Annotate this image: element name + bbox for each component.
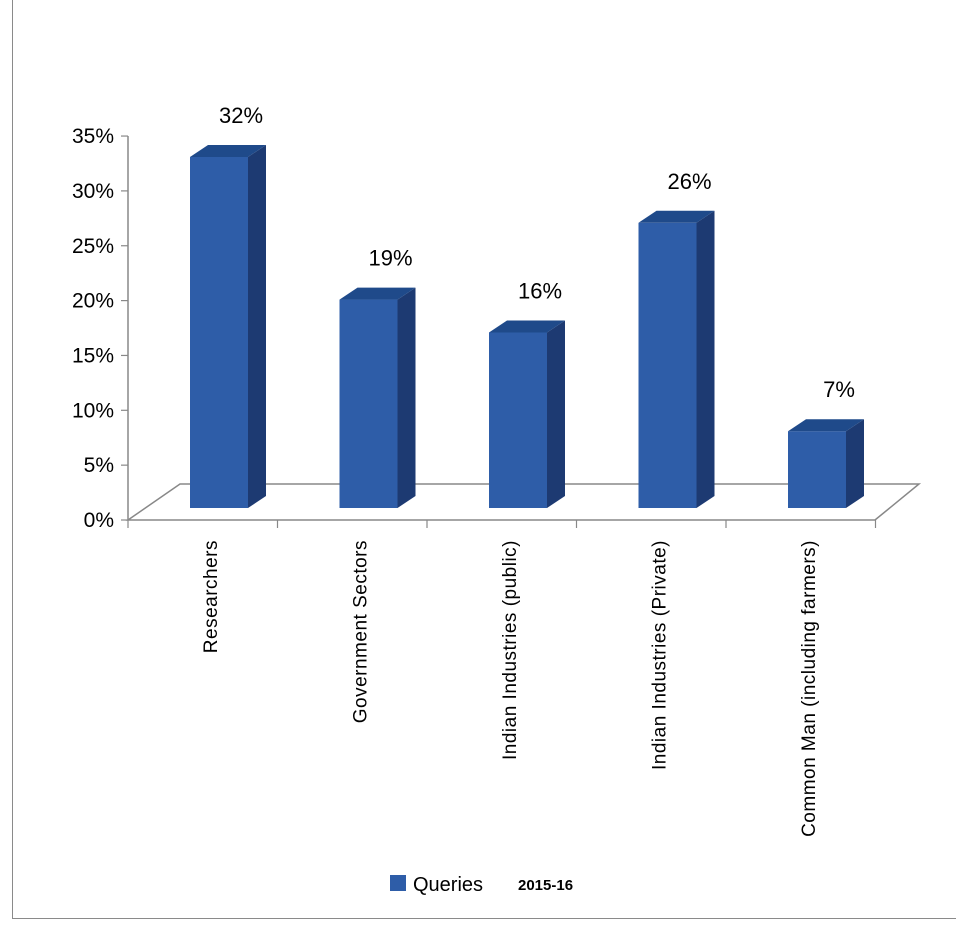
y-tick-label: 0% [84,509,114,532]
category-label: Indian Industries (Private) [650,540,671,770]
bar [638,210,715,508]
bar-top [638,210,715,223]
chart-frame [12,0,956,919]
bar-top [339,287,416,300]
y-tick-label: 35% [72,125,114,148]
category-label: Government Sectors [351,540,372,723]
y-tick-label: 10% [72,399,114,422]
data-label: 26% [667,169,711,194]
bar-front [489,332,547,508]
bar [339,287,416,508]
y-axis-ticks: 0% 5% 10% 15% 20% 25% 30% 35% [72,125,128,532]
bar-side [248,144,266,508]
bar-front [190,156,248,508]
y-tick-label: 30% [72,180,114,203]
bar-side [696,210,715,508]
category-label: Common Man (including farmers) [799,540,820,837]
data-label: 16% [518,278,562,303]
bar-front [788,431,846,508]
bar [489,320,565,508]
bar [788,419,864,508]
y-tick-label: 20% [72,290,114,313]
data-label: 32% [219,103,263,128]
chart-axes [125,136,922,528]
y-tick-label: 25% [72,235,114,258]
bar-front [638,222,697,508]
bar-top [788,419,864,432]
legend: Queries 2015-16 [390,874,573,896]
category-label: Researchers [201,540,222,653]
category-labels: Researchers Government Sectors Indian Indu… [201,540,820,837]
legend-extra-text: 2015-16 [518,877,573,894]
legend-swatch [390,875,406,891]
bar-top [489,320,565,333]
data-label: 19% [368,246,412,271]
bar-top [190,144,266,157]
category-label: Indian Industries (public) [500,540,521,760]
bar-side [397,287,416,508]
bar-front [339,299,398,508]
data-labels: 32% 19% 16% 26% 7% [219,103,855,402]
y-tick-label: 5% [84,454,114,477]
data-label: 7% [823,377,855,402]
bar [190,144,266,508]
y-tick-label: 15% [72,344,114,367]
bar-side [846,419,864,508]
chart-floor [125,483,922,521]
legend-series-name: Queries [413,874,483,896]
bar-side [547,320,565,508]
bar-series [190,144,864,508]
